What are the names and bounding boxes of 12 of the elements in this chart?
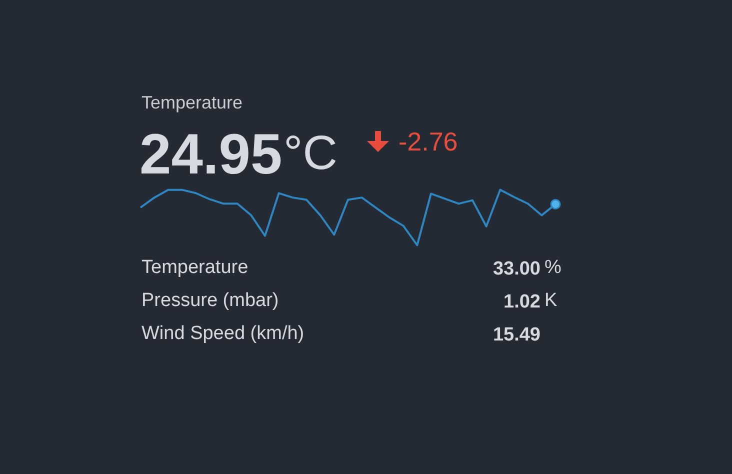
text: K [544, 290, 558, 311]
text: Wind Speed (km/h) [142, 323, 304, 344]
chart-title: Temperature [142, 92, 243, 112]
text: -2.76 [398, 126, 458, 156]
text: 15.49 [492, 324, 540, 346]
text: °C [284, 127, 338, 180]
text: Temperature [142, 257, 248, 278]
text: % [544, 257, 562, 278]
text: Pressure (mbar) [142, 290, 279, 311]
text: 33.00 [492, 258, 540, 280]
text: 24.95 [140, 122, 282, 186]
text: 1.02 [504, 292, 541, 312]
